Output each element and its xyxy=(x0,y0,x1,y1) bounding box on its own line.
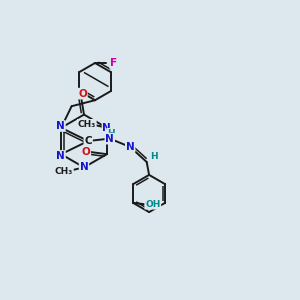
Text: O: O xyxy=(82,147,90,157)
Text: N: N xyxy=(56,151,65,161)
Text: OH: OH xyxy=(145,200,160,209)
Text: N: N xyxy=(80,162,88,172)
Text: N: N xyxy=(56,121,65,131)
Text: CH₃: CH₃ xyxy=(78,120,96,129)
Text: C: C xyxy=(84,136,92,146)
Text: H: H xyxy=(150,152,158,161)
Text: N: N xyxy=(103,123,111,133)
Text: CH₃: CH₃ xyxy=(55,167,73,176)
Text: O: O xyxy=(78,88,87,99)
Text: H: H xyxy=(107,129,115,138)
Text: N: N xyxy=(105,134,114,144)
Text: N: N xyxy=(126,142,135,152)
Text: F: F xyxy=(110,58,117,68)
